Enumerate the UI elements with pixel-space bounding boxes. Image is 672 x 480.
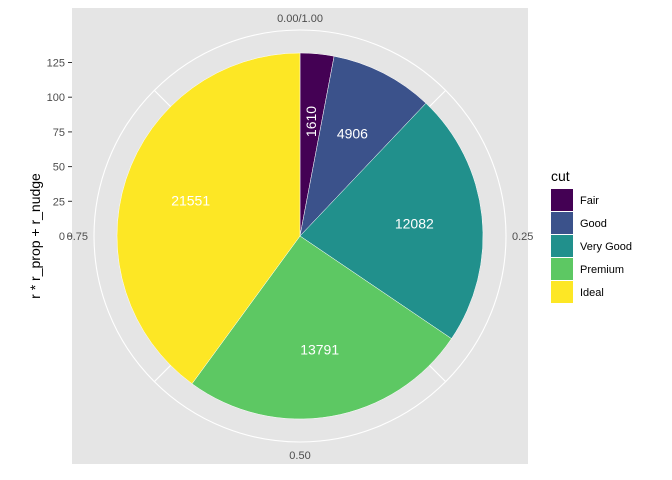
legend-title: cut — [551, 168, 570, 184]
pie-slice-good — [299, 55, 427, 237]
legend-swatch — [551, 281, 573, 303]
legend-label: Good — [580, 218, 607, 230]
legend-swatch — [551, 235, 573, 257]
pie-slice-very-good — [299, 102, 484, 340]
legend-swatch — [551, 258, 573, 280]
legend-label: Premium — [580, 264, 624, 276]
slice-value-label: 21551 — [171, 192, 210, 208]
legend-label: Very Good — [580, 241, 632, 253]
slice-value-label: 13791 — [300, 341, 339, 357]
slice-value-label: 4906 — [337, 126, 368, 142]
y-tick-label: 100 — [47, 92, 65, 104]
pie-slice-premium — [191, 235, 452, 420]
y-tick-label: 125 — [47, 58, 65, 70]
legend-swatch — [551, 212, 573, 234]
angle-tick-labels: 0.00/1.00 0.25 0.50 0.75 — [67, 13, 534, 462]
grid-outer-circle — [93, 29, 507, 443]
slice-labels: 1610 4906 12082 13791 21551 — [171, 106, 434, 358]
angle-tick-label: 0.75 — [67, 231, 88, 243]
y-axis: 0 25 50 75 100 125 — [47, 58, 72, 243]
legend-label: Fair — [580, 195, 599, 207]
angle-tick-label: 0.25 — [512, 231, 533, 243]
slice-value-label: 1610 — [303, 106, 319, 137]
y-tick-label: 0 — [59, 231, 65, 243]
slice-value-label: 12082 — [395, 216, 434, 232]
pie-slice-ideal — [116, 52, 301, 385]
y-axis-title: r * r_prop + r_nudge — [27, 173, 43, 299]
angle-tick-label: 0.00/1.00 — [277, 13, 323, 25]
legend-label: Ideal — [580, 287, 604, 299]
legend: cut Fair Good Very Good Premium Ideal — [551, 168, 632, 303]
angle-tick-label: 0.50 — [289, 450, 310, 462]
pie-slices — [116, 52, 484, 420]
legend-swatch — [551, 189, 573, 211]
y-tick-label: 25 — [53, 196, 65, 208]
y-tick-label: 75 — [53, 127, 65, 139]
y-tick-label: 50 — [53, 162, 65, 174]
